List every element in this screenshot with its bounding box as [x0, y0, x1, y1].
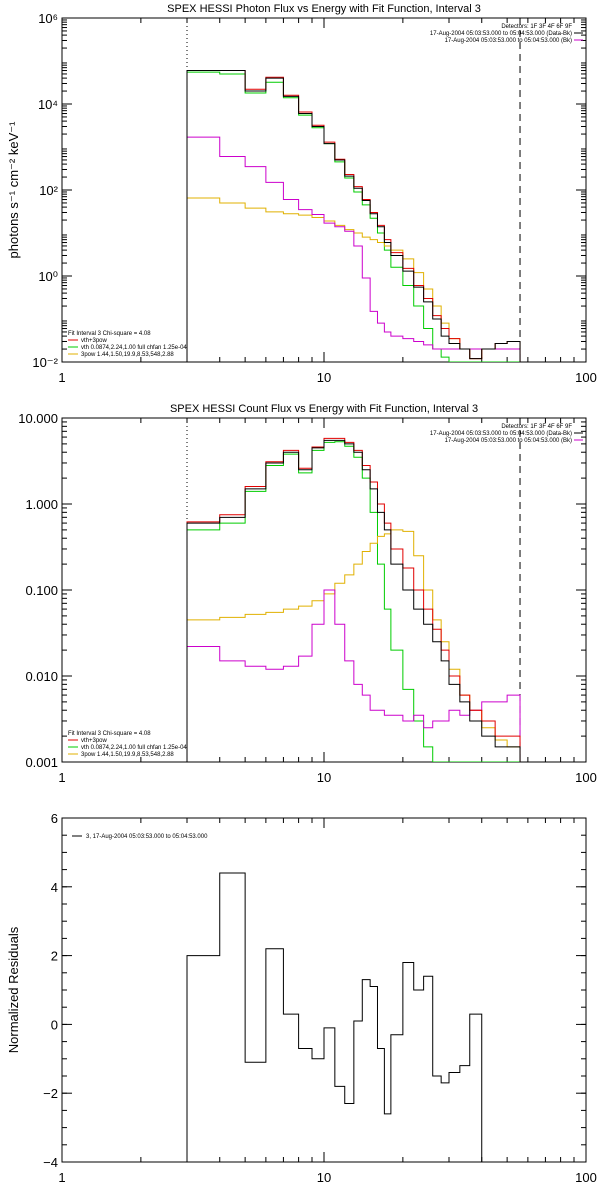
series-vth	[186, 71, 521, 362]
series-3pow	[186, 197, 521, 362]
legend-top-left-entry: 3, 17-Aug-2004 05:03:53.000 to 05:04:53.…	[86, 834, 208, 840]
legend-top-right-entry: Detectors: 1F 3F 4F 6F 9F	[501, 424, 572, 430]
x-tick-label: 100	[575, 370, 597, 385]
chart-panel-1: SPEX HESSI Photon Flux vs Energy with Fi…	[6, 3, 597, 385]
x-tick-label: 10	[317, 770, 331, 785]
legend-bottom-left-entry: vth+3pow	[81, 338, 108, 344]
chart-panel-2: SPEX HESSI Count Flux vs Energy with Fit…	[18, 403, 597, 785]
legend-bottom-left-entry: 3pow 1.44,1.50,19.9,8.53,548,2.88	[81, 352, 174, 358]
y-tick-label: −2	[43, 1086, 58, 1101]
chart-title: SPEX HESSI Photon Flux vs Energy with Fi…	[167, 3, 481, 15]
y-tick-label: 0	[51, 1017, 58, 1032]
series-data-bk	[186, 439, 521, 762]
y-tick-label: 10.000	[18, 411, 58, 426]
series-3-17-aug-2004-05-03-53-000-to-05-04-53-000	[186, 872, 521, 1162]
series-vth-3pow	[186, 70, 521, 362]
y-tick-label: 10⁶	[38, 11, 58, 26]
y-tick-label: −4	[43, 1155, 58, 1170]
y-tick-label: 2	[51, 949, 58, 964]
x-tick-label: 10	[317, 370, 331, 385]
y-tick-label: 10⁻²	[32, 355, 58, 370]
series-data-bk	[186, 70, 521, 362]
plot-frame	[61, 17, 587, 363]
y-tick-label: 0.001	[25, 755, 58, 770]
legend-top-right-entry: 17-Aug-2004 05:03:53.000 to 05:04:53.000…	[445, 38, 572, 44]
y-tick-label: 0.100	[25, 583, 58, 598]
legend-top-right-entry: 17-Aug-2004 05:03:53.000 to 05:04:53.000…	[430, 31, 572, 37]
y-tick-label: 10²	[39, 183, 58, 198]
legend-top-right-entry: Detectors: 1F 3F 4F 6F 9F	[501, 24, 572, 30]
y-tick-label: 10⁰	[38, 269, 58, 284]
x-tick-label: 1	[58, 370, 65, 385]
legend-bottom-left-entry: vth 0.0874,2.24,1.00 full chfan 1.25e-04	[81, 745, 187, 751]
legend-top-right-entry: 17-Aug-2004 05:03:53.000 to 05:04:53.000…	[430, 431, 572, 437]
series-vth	[186, 441, 521, 762]
series-bk	[186, 589, 521, 762]
x-tick-label: 100	[575, 770, 597, 785]
legend-bottom-left-entry: 3pow 1.44,1.50,19.9,8.53,548,2.88	[81, 752, 174, 758]
legend-bottom-left-entry: Fit Interval 3 Chi-square = 4.08	[68, 731, 151, 737]
series-bk	[186, 136, 521, 362]
legend-top-right-entry: 17-Aug-2004 05:03:53.000 to 05:04:53.000…	[445, 438, 572, 444]
chart-title: SPEX HESSI Count Flux vs Energy with Fit…	[170, 403, 478, 415]
x-tick-label: 10	[317, 1170, 331, 1185]
y-axis-label: Normalized Residuals	[6, 926, 21, 1053]
y-tick-label: 0.010	[25, 669, 58, 684]
plot-frame	[61, 817, 587, 1163]
y-tick-label: 4	[51, 880, 58, 895]
x-tick-label: 100	[575, 1170, 597, 1185]
y-axis-label: photons s⁻¹ cm⁻² keV⁻¹	[6, 121, 21, 259]
y-tick-label: 6	[51, 811, 58, 826]
legend-bottom-left-entry: Fit Interval 3 Chi-square = 4.08	[68, 331, 151, 337]
legend-bottom-left-entry: vth+3pow	[81, 738, 108, 744]
x-tick-label: 1	[58, 770, 65, 785]
series-3pow	[186, 529, 521, 762]
y-tick-label: 10⁴	[38, 97, 58, 112]
chart-panel-3: 1 10 100 −4 −2 0 2 4 6 Normalized Residuals 3, 17-…	[6, 811, 597, 1185]
x-tick-label: 1	[58, 1170, 65, 1185]
legend-bottom-left-entry: vth 0.0874,2.24,1.00 full chfan 1.25e-04	[81, 345, 187, 351]
y-tick-label: 1.000	[25, 497, 58, 512]
